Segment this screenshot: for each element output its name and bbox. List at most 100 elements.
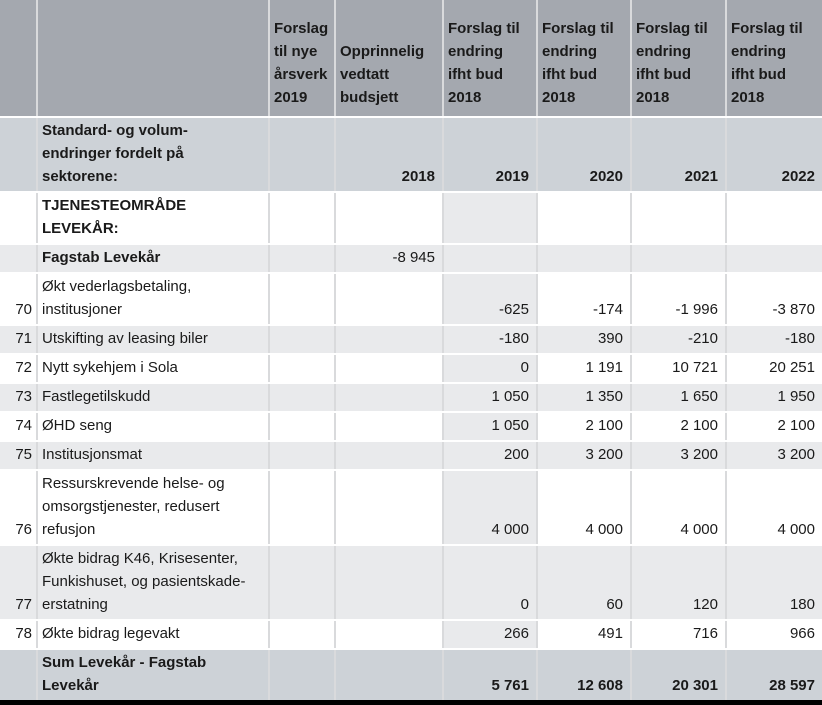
row-number-cell: 77 xyxy=(0,545,38,621)
budsjett-cell xyxy=(335,325,444,355)
budsjett-cell xyxy=(335,273,444,326)
value-cell-2020: 1 350 xyxy=(537,383,632,413)
table-row: 72 Nytt sykehjem i Sola 0 1 191 10 721 2… xyxy=(0,354,822,384)
value-cell-2021: 10 721 xyxy=(631,354,727,384)
header-endring-2021: Forslag til endring ifht bud 2018 xyxy=(631,0,727,118)
header-row: Forslag til nye årsverk 2019 Opprinnelig… xyxy=(0,0,822,118)
value-cell-2020: -174 xyxy=(537,273,632,326)
row-number-cell: 74 xyxy=(0,412,38,442)
value-cell-2020 xyxy=(537,244,632,274)
value-cell-2022: 2 100 xyxy=(726,412,822,442)
arsverk-cell xyxy=(269,273,336,326)
row-number-cell: 76 xyxy=(0,470,38,546)
arsverk-cell xyxy=(269,470,336,546)
row-label-cell: TJENESTEOMRÅDE LEVEKÅR: xyxy=(37,192,270,245)
table-row: Fagstab Levekår -8 945 xyxy=(0,244,822,274)
arsverk-cell xyxy=(269,649,336,705)
sum-cell-2019: 5 761 xyxy=(443,649,538,705)
sum-row: Sum Levekår - Fagstab Levekår 5 761 12 6… xyxy=(0,649,822,705)
value-cell-2022 xyxy=(726,192,822,245)
row-number-cell xyxy=(0,117,38,193)
value-cell-2019: 4 000 xyxy=(443,470,538,546)
header-endring-2022: Forslag til endring ifht bud 2018 xyxy=(726,0,822,118)
table-row: 77 Økte bidrag K46, Krisesenter, Funkish… xyxy=(0,545,822,621)
value-cell-2019: 200 xyxy=(443,441,538,471)
value-cell-2022: 966 xyxy=(726,620,822,650)
sum-cell-2021: 20 301 xyxy=(631,649,727,705)
value-cell-2021 xyxy=(631,192,727,245)
row-number-cell xyxy=(0,244,38,274)
row-label-cell: Økte bidrag K46, Krisesenter, Funkishuse… xyxy=(37,545,270,621)
value-cell-2019: -625 xyxy=(443,273,538,326)
value-cell-2019 xyxy=(443,192,538,245)
arsverk-cell xyxy=(269,192,336,245)
row-label-cell: Ressurskrevende helse- og omsorgstjenest… xyxy=(37,470,270,546)
table-row: 74 ØHD seng 1 050 2 100 2 100 2 100 xyxy=(0,412,822,442)
value-cell-2022: 3 200 xyxy=(726,441,822,471)
value-cell-2020: 390 xyxy=(537,325,632,355)
arsverk-cell xyxy=(269,441,336,471)
year-2021-cell: 2021 xyxy=(631,117,727,193)
arsverk-cell xyxy=(269,354,336,384)
value-cell-2019: 0 xyxy=(443,354,538,384)
header-rownum-cell xyxy=(0,0,38,118)
value-cell-2020: 1 191 xyxy=(537,354,632,384)
arsverk-cell xyxy=(269,620,336,650)
row-number-cell: 73 xyxy=(0,383,38,413)
row-number-cell xyxy=(0,649,38,705)
budsjett-cell xyxy=(335,192,444,245)
value-cell-2021: 120 xyxy=(631,545,727,621)
row-number-cell: 70 xyxy=(0,273,38,326)
row-label-cell: Fagstab Levekår xyxy=(37,244,270,274)
value-cell-2021: 4 000 xyxy=(631,470,727,546)
header-label-cell xyxy=(37,0,270,118)
value-cell-2019: -180 xyxy=(443,325,538,355)
section-label: Standard- og volum- endringer fordelt på… xyxy=(37,117,270,193)
row-label-cell: ØHD seng xyxy=(37,412,270,442)
value-cell-2022: 180 xyxy=(726,545,822,621)
row-label-cell: Økte bidrag legevakt xyxy=(37,620,270,650)
budsjett-cell: -8 945 xyxy=(335,244,444,274)
sum-cell-2020: 12 608 xyxy=(537,649,632,705)
value-cell-2019: 1 050 xyxy=(443,383,538,413)
table-row: 70 Økt vederlagsbetaling, institusjoner … xyxy=(0,273,822,326)
value-cell-2021: 2 100 xyxy=(631,412,727,442)
value-cell-2020: 2 100 xyxy=(537,412,632,442)
table-row: TJENESTEOMRÅDE LEVEKÅR: xyxy=(0,192,822,245)
table-row: 73 Fastlegetilskudd 1 050 1 350 1 650 1 … xyxy=(0,383,822,413)
budsjett-cell xyxy=(335,649,444,705)
row-number-cell: 75 xyxy=(0,441,38,471)
sum-cell-2022: 28 597 xyxy=(726,649,822,705)
value-cell-2021: -210 xyxy=(631,325,727,355)
value-cell-2019: 1 050 xyxy=(443,412,538,442)
year-2019-cell: 2019 xyxy=(443,117,538,193)
value-cell-2021 xyxy=(631,244,727,274)
arsverk-cell xyxy=(269,412,336,442)
row-label-cell: Økt vederlagsbetaling, institusjoner xyxy=(37,273,270,326)
budget-year-cell: 2018 xyxy=(335,117,444,193)
row-number-cell xyxy=(0,192,38,245)
row-label-cell: Fastlegetilskudd xyxy=(37,383,270,413)
sum-label-cell: Sum Levekår - Fagstab Levekår xyxy=(37,649,270,705)
table-row: 78 Økte bidrag legevakt 266 491 716 966 xyxy=(0,620,822,650)
row-label-cell: Utskifting av leasing biler xyxy=(37,325,270,355)
budsjett-cell xyxy=(335,383,444,413)
value-cell-2019: 266 xyxy=(443,620,538,650)
budsjett-cell xyxy=(335,470,444,546)
value-cell-2019 xyxy=(443,244,538,274)
value-cell-2021: -1 996 xyxy=(631,273,727,326)
row-label-cell: Nytt sykehjem i Sola xyxy=(37,354,270,384)
arsverk-cell xyxy=(269,244,336,274)
row-number-cell: 78 xyxy=(0,620,38,650)
budsjett-cell xyxy=(335,441,444,471)
value-cell-2019: 0 xyxy=(443,545,538,621)
arsverk-cell xyxy=(269,383,336,413)
value-cell-2022: 4 000 xyxy=(726,470,822,546)
budsjett-cell xyxy=(335,412,444,442)
row-label-cell: Institusjonsmat xyxy=(37,441,270,471)
arsverk-cell xyxy=(269,117,336,193)
value-cell-2022: 1 950 xyxy=(726,383,822,413)
budsjett-cell xyxy=(335,620,444,650)
value-cell-2020: 60 xyxy=(537,545,632,621)
